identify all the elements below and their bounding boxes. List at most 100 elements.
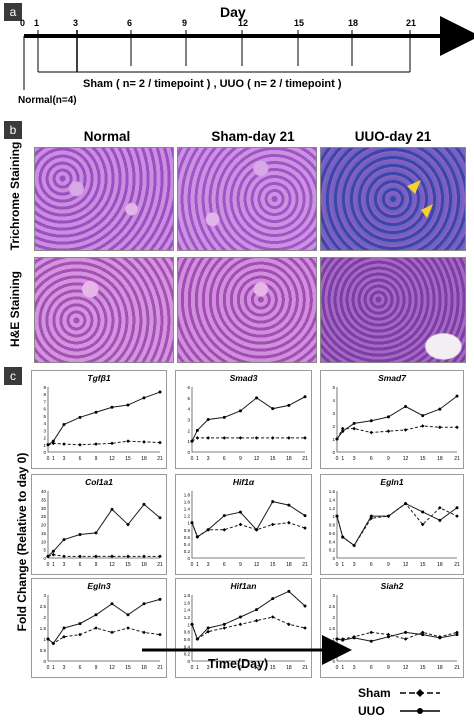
y-tick-label: 0.4 <box>184 644 191 649</box>
uuo-data-point <box>195 428 199 432</box>
chart-axes <box>336 595 457 662</box>
y-tick-label: 0 <box>43 659 46 664</box>
row-title-trichrome: Trichrome Staining <box>8 141 22 251</box>
chart-axes <box>47 595 160 662</box>
sham-data-point <box>420 424 425 428</box>
micrograph-he-uuo <box>320 257 466 363</box>
y-tick-label: 0.8 <box>329 523 336 528</box>
y-tick-label: 3 <box>187 418 190 423</box>
x-tick-label: 12 <box>403 665 409 671</box>
x-tick-label: 21 <box>157 665 163 671</box>
sham-data-point <box>94 442 98 446</box>
column-title-normal: Normal <box>83 129 131 144</box>
x-tick-label: 12 <box>254 456 260 462</box>
sham-data-point <box>46 554 50 559</box>
sham-data-point <box>206 629 210 634</box>
uuo-data-point <box>126 613 130 617</box>
chart-title: Hif1α <box>232 477 255 487</box>
x-tick-label: 1 <box>341 562 344 568</box>
sham-data-point <box>335 514 339 518</box>
x-tick-label: 9 <box>239 665 242 671</box>
chart-axes <box>191 387 305 453</box>
y-tick-label: 0.8 <box>184 528 191 533</box>
x-tick-label: 0 <box>191 562 194 568</box>
y-tick-label: 1.2 <box>184 615 191 620</box>
y-tick-label: 30 <box>41 506 47 511</box>
uuo-data-point <box>110 405 114 409</box>
chart-title: Tgfβ1 <box>87 373 111 383</box>
uuo-data-point <box>110 507 114 511</box>
x-tick-label: 3 <box>353 562 356 568</box>
sham-data-point <box>126 626 130 630</box>
x-tick-label: 0 <box>47 665 50 671</box>
sham-data-point <box>222 626 227 630</box>
timeline-tick-label: 3 <box>73 18 79 28</box>
timeline-tick-label: 0 <box>20 18 26 28</box>
y-tick-label: 0.6 <box>184 637 191 642</box>
chart-1: Smad3 0 1 2 3 4 5 6 0 1 3 6 9 12 15 18 21 <box>175 370 312 469</box>
uuo-data-point <box>271 407 275 411</box>
uuo-data-point <box>271 500 275 504</box>
uuo-data-point <box>303 604 307 608</box>
legend-sham-marker <box>416 689 424 697</box>
x-tick-label: 1 <box>52 665 55 671</box>
y-tick-label: 9 <box>43 385 46 390</box>
uuo-data-point <box>158 516 162 520</box>
uuo-data-point <box>303 395 307 399</box>
y-tick-label: 0 <box>187 659 190 664</box>
sham-data-point <box>386 429 391 433</box>
uuo-data-point <box>303 514 307 518</box>
y-tick-label: 1 <box>187 622 190 627</box>
uuo-data-point <box>438 407 442 411</box>
x-tick-label: 15 <box>270 562 276 568</box>
y-tick-label: 2 <box>332 424 335 429</box>
y-tick-label: 2 <box>187 428 190 433</box>
y-tick-label: 35 <box>41 497 47 502</box>
uuo-data-point <box>238 615 242 619</box>
sham-data-point <box>238 622 243 627</box>
sham-data-point <box>190 520 194 525</box>
sham-data-point <box>287 520 291 525</box>
y-tick-label: 2.5 <box>329 604 336 609</box>
uuo-data-point <box>421 510 425 514</box>
micrograph-he-normal <box>34 257 174 363</box>
x-tick-label: 15 <box>125 665 131 671</box>
chart-axes <box>47 387 160 453</box>
micrograph-trichrome-normal <box>34 147 174 251</box>
x-tick-label: 18 <box>437 562 443 568</box>
chart-title: Egln1 <box>380 477 404 487</box>
panel-label-c: c <box>4 367 22 385</box>
sham-series-line <box>336 502 458 547</box>
sham-data-point <box>110 554 114 559</box>
legend-sham-label: Sham <box>358 686 391 700</box>
sham-data-point <box>303 526 307 530</box>
x-tick-label: 18 <box>286 456 292 462</box>
y-tick-label: 0 <box>43 450 46 455</box>
uuo-data-point <box>455 394 459 398</box>
micrograph-trichrome-sham <box>177 147 317 251</box>
y-tick-label: 5 <box>187 396 190 401</box>
x-tick-label: 0 <box>336 562 339 568</box>
sham-data-point <box>206 436 210 440</box>
y-tick-label: 4 <box>43 421 46 426</box>
x-tick-label: 18 <box>141 562 147 568</box>
uuo-data-point <box>62 626 66 630</box>
sham-data-point <box>352 635 356 639</box>
sham-data-point <box>254 618 259 623</box>
y-tick-label: 4 <box>187 407 190 412</box>
y-tick-label: 1 <box>43 637 46 642</box>
sham-data-point <box>455 514 459 518</box>
uuo-data-point <box>158 390 162 394</box>
y-tick-label: 1.4 <box>184 608 191 613</box>
uuo-data-point <box>438 518 442 522</box>
timeline-tick-label: 18 <box>348 18 359 28</box>
sham-data-point <box>126 439 130 443</box>
x-tick-label: 12 <box>403 456 409 462</box>
x-tick-label: 9 <box>95 665 98 671</box>
y-tick-label: 0 <box>332 659 335 664</box>
y-tick-label: 4 <box>332 398 335 403</box>
y-tick-label: 1.4 <box>329 497 336 502</box>
uuo-data-point <box>238 409 242 413</box>
sham-data-point <box>190 439 194 443</box>
uuo-data-point <box>206 626 210 630</box>
